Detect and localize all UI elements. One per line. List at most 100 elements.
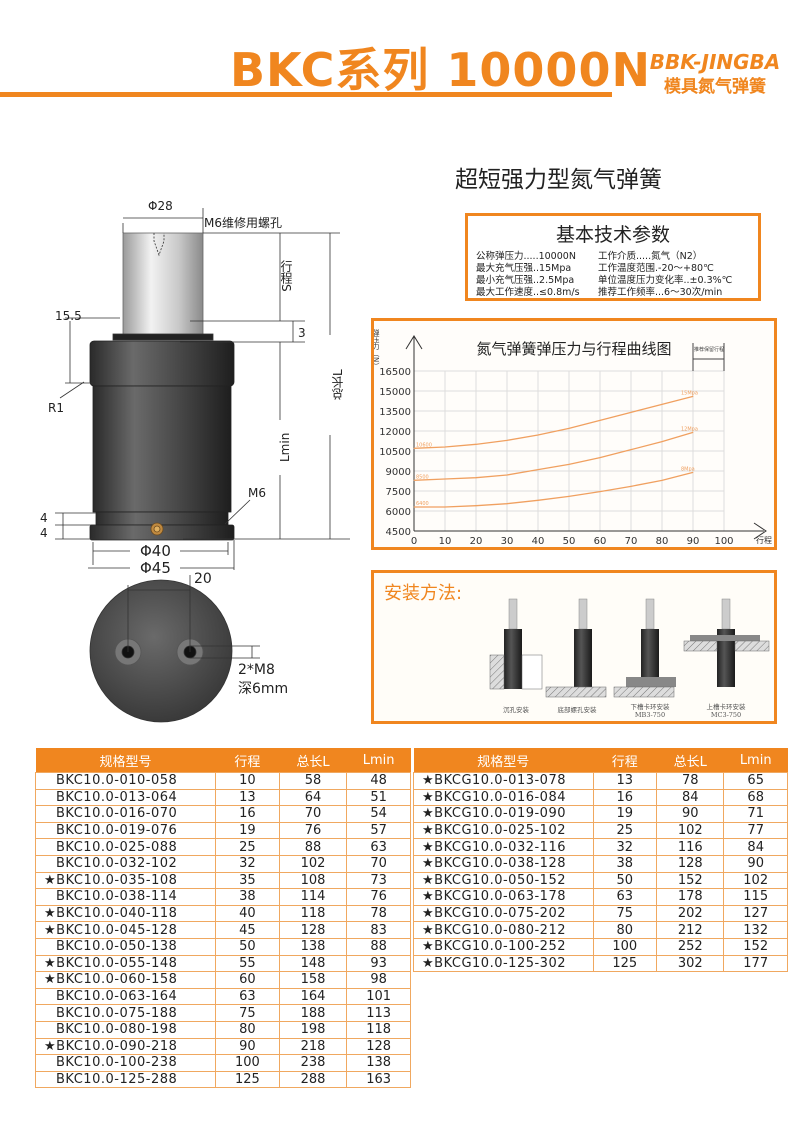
total-length-cell: 138 — [278, 937, 348, 956]
stroke-cell: 100 — [592, 937, 658, 956]
data-point — [444, 478, 446, 480]
table-row: BKC10.0-013-064 13 64 51 — [35, 788, 411, 807]
stroke-cell: 75 — [592, 904, 658, 923]
install-code-4: MC3-750 — [711, 711, 741, 719]
parameters-box: 基本技术参数 公称弹压力.....10000N 工作介质.....氮气（N2） 最大… — [465, 213, 761, 301]
data-point — [506, 474, 508, 476]
lmin-cell: 68 — [723, 788, 788, 807]
lmin-cell: 54 — [346, 805, 411, 823]
y-tick-label: 6000 — [386, 507, 411, 518]
x-tick-label: 0 — [411, 536, 417, 547]
model-cell: BKC10.0-100-238 — [35, 1054, 216, 1072]
data-point — [506, 439, 508, 441]
y-tick-label: 15000 — [379, 387, 411, 398]
x-tick-label: 30 — [501, 536, 514, 547]
label-depth: 深6mm — [238, 681, 288, 697]
table-row: BKC10.0-019-076 19 76 57 — [35, 821, 411, 840]
total-length-cell: 102 — [278, 854, 348, 873]
table-row: BKC10.0-100-238 100 238 138 — [35, 1054, 411, 1072]
data-point — [568, 463, 570, 465]
install-code-3: MB3-750 — [635, 711, 665, 719]
spec-table-bkc: 规格型号 行程 总长L Lmin BKC10.0-010-058 10 58 48 BKC10.… — [35, 748, 411, 1089]
total-length-cell: 252 — [656, 937, 725, 956]
data-point — [692, 395, 694, 397]
y-tick-label: 4500 — [386, 527, 411, 538]
x-tick-label: 90 — [687, 536, 700, 547]
model-cell: BKC10.0-019-076 — [35, 821, 216, 840]
series-end-label: 12Mpa — [681, 426, 698, 432]
install-label-4: 上槽卡环安装 — [707, 702, 747, 711]
label-total-length: 总长L — [331, 369, 345, 400]
total-length-cell: 202 — [656, 904, 725, 923]
install-upper-groove-ring — [683, 598, 770, 687]
dim-r1: R1 — [48, 401, 64, 415]
model-cell: BKC10.0-080-198 — [35, 1020, 216, 1039]
lmin-cell: 77 — [723, 821, 788, 840]
lmin-cell: 84 — [723, 838, 788, 856]
stroke-cell: 90 — [215, 1037, 280, 1056]
x-axis-arrow — [753, 522, 767, 540]
parameter-item: 最大工作速度..≤0.8m/s — [476, 287, 580, 298]
x-tick-label: 20 — [470, 536, 483, 547]
lmin-cell: 101 — [346, 987, 411, 1006]
lmin-cell: 118 — [346, 1020, 411, 1039]
dim-4a: 4 — [40, 511, 48, 525]
series-line — [413, 395, 694, 449]
series-start-label: 8500 — [416, 474, 429, 480]
stroke-cell: 63 — [215, 987, 280, 1006]
table-row: ★BKC10.0-045-128 45 128 83 — [35, 921, 411, 939]
column-header: 行程 — [593, 748, 657, 773]
series-line — [414, 471, 694, 508]
dim-phi40: Φ40 — [140, 542, 171, 560]
x-tick-label: 60 — [594, 536, 607, 547]
installation-panel: 安装方法: 沉孔安装 — [371, 570, 777, 724]
total-length-cell: 152 — [656, 871, 725, 890]
install-label-3: 下槽卡环安装 — [631, 702, 671, 711]
logo-text-cn: 模具氮气弹簧 — [664, 77, 766, 97]
x-tick-label: 70 — [625, 536, 638, 547]
model-cell: BKC10.0-075-188 — [35, 1004, 216, 1022]
stroke-cell: 32 — [215, 854, 280, 873]
stroke-cell: 80 — [592, 921, 658, 939]
stroke-cell: 10 — [215, 772, 280, 790]
stroke-cell: 19 — [592, 805, 658, 823]
dim-3: 3 — [298, 326, 306, 340]
total-length-cell: 212 — [656, 921, 725, 939]
model-cell: BKC10.0-038-114 — [35, 888, 216, 906]
model-cell: ★BKCG10.0-025-102 — [413, 821, 594, 840]
lmin-cell: 63 — [346, 838, 411, 856]
parameter-item: 工作温度范围.-20～+80℃ — [598, 263, 714, 274]
x-axis-label: 行程 — [756, 535, 772, 545]
install-counterbore — [489, 598, 543, 690]
column-header: 规格型号 — [413, 748, 594, 773]
dim-4b: 4 — [40, 526, 48, 540]
stroke-cell: 19 — [215, 821, 280, 840]
data-point — [568, 427, 570, 429]
total-length-cell: 70 — [278, 805, 348, 823]
lmin-cell: 48 — [346, 772, 411, 790]
x-tick-label: 80 — [656, 536, 669, 547]
table-row: ★BKC10.0-060-158 60 158 98 — [35, 971, 411, 989]
lmin-cell: 78 — [346, 904, 411, 923]
total-length-cell: 90 — [656, 805, 725, 823]
series-start-label: 10600 — [416, 442, 432, 448]
stroke-cell: 50 — [215, 937, 280, 956]
label-lmin: Lmin — [278, 433, 292, 462]
data-point — [568, 495, 570, 497]
table-row: BKC10.0-125-288 125 288 163 — [35, 1070, 411, 1089]
dim-20: 20 — [194, 571, 212, 587]
lmin-cell: 152 — [723, 937, 788, 956]
parameter-item: 公称弹压力.....10000N — [476, 251, 576, 262]
table-row: BKC10.0-080-198 80 198 118 — [35, 1020, 411, 1039]
table-row: ★BKCG10.0-050-152 50 152 102 — [413, 871, 788, 890]
model-cell: BKC10.0-050-138 — [35, 937, 216, 956]
spec-table-bkcg: 规格型号 行程 总长L Lmin ★BKCG10.0-013-078 13 78 65 ★BKC… — [413, 748, 788, 973]
lmin-cell: 88 — [346, 937, 411, 956]
total-length-cell: 118 — [278, 904, 348, 923]
parameters-heading: 基本技术参数 — [555, 224, 670, 246]
dim-15-5: 15.5 — [55, 309, 82, 323]
x-tick-label: 10 — [439, 536, 452, 547]
header-divider — [0, 92, 612, 97]
installation-heading: 安装方法: — [384, 583, 463, 604]
total-length-cell: 128 — [278, 921, 348, 939]
